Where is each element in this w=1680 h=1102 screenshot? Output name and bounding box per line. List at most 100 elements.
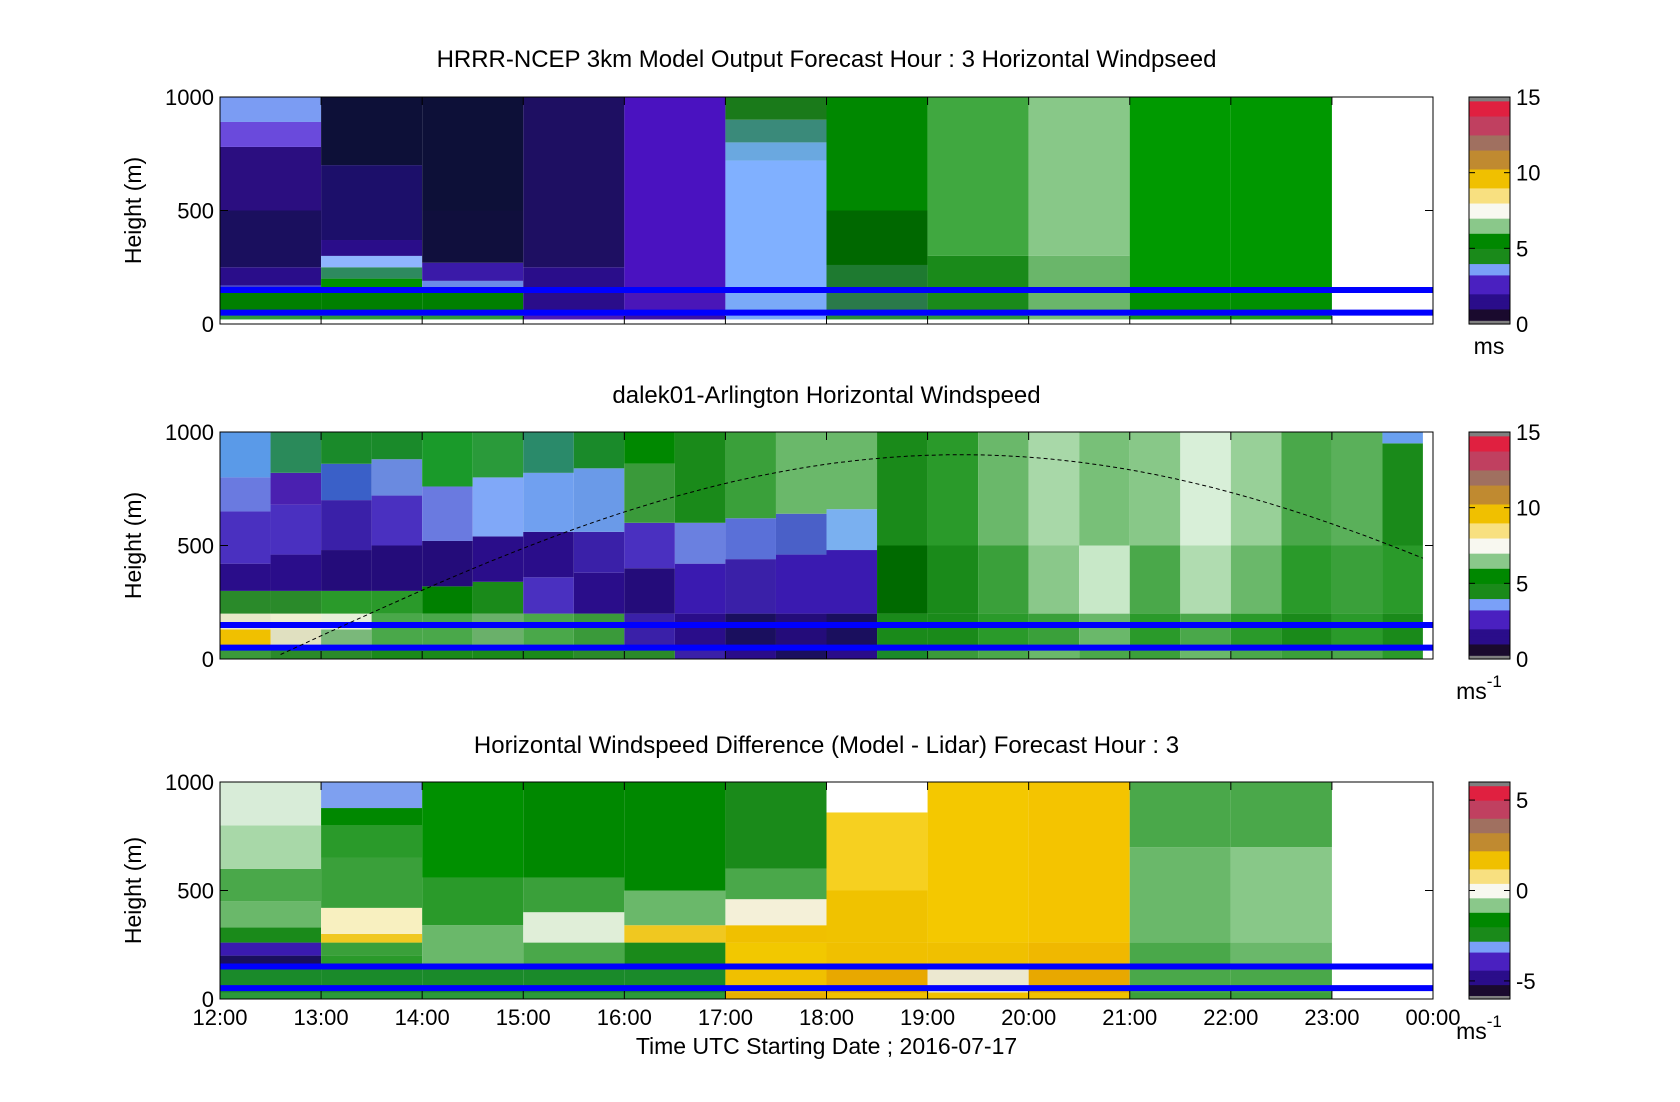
heatmap-cell: [1331, 432, 1383, 546]
colorbar-segment: [1469, 944, 1510, 949]
colorbar-segment: [1469, 172, 1510, 178]
heatmap-cell: [1180, 545, 1231, 614]
heatmap-cell: [523, 992, 625, 999]
heatmap-cell: [927, 613, 979, 646]
y-axis-label: Height (m): [120, 837, 146, 944]
colorbar-segment: [1469, 560, 1510, 566]
colorbar-segment: [1469, 655, 1510, 660]
heatmap-cell: [1129, 432, 1181, 546]
heatmap-cell: [674, 613, 726, 646]
heatmap-cell: [220, 927, 322, 943]
colorbar-segment: [1469, 829, 1510, 834]
heatmap-cell: [422, 925, 524, 969]
colorbar-segment: [1469, 553, 1510, 558]
colorbar-segment: [1469, 617, 1510, 622]
colorbar-segment: [1469, 522, 1510, 528]
heatmap-cell: [978, 545, 1029, 614]
heatmap-cell: [371, 432, 423, 460]
colorbar-unit-base: ms: [1474, 333, 1505, 359]
colorbar-segment: [1469, 549, 1510, 554]
colorbar-segment: [1469, 316, 1510, 321]
colorbar-segment: [1469, 973, 1510, 978]
heatmap-cell: [1230, 782, 1332, 848]
heatmap-cell: [725, 559, 776, 614]
colorbar-tick-label: 5: [1516, 236, 1528, 261]
colorbar-segment: [1469, 271, 1510, 276]
heatmap-cell: [725, 992, 827, 999]
colorbar-segment: [1469, 930, 1510, 935]
colorbar-segment: [1469, 636, 1510, 641]
colorbar-segment: [1469, 199, 1510, 204]
colorbar-segment: [1469, 782, 1510, 787]
heatmap-cell: [321, 808, 423, 826]
colorbar-segment: [1469, 966, 1510, 971]
heatmap-cell: [826, 890, 928, 943]
y-tick-label: 1000: [165, 420, 214, 445]
colorbar-segment: [1469, 843, 1510, 848]
heatmap-cell: [674, 522, 726, 564]
heatmap-cell: [270, 504, 322, 555]
colorbar-tick-label: 0: [1516, 312, 1528, 337]
colorbar-segment: [1469, 484, 1510, 490]
heatmap-cell: [1028, 432, 1080, 546]
colorbar-segment: [1469, 951, 1510, 957]
heatmap-cell: [422, 486, 473, 541]
colorbar-segment: [1469, 803, 1510, 808]
heatmap-cell: [624, 97, 726, 293]
colorbar-segment: [1469, 579, 1510, 584]
heatmap-cell: [371, 495, 423, 546]
x-tick-label: 23:00: [1304, 1005, 1359, 1030]
heatmap-cell: [775, 613, 827, 646]
colorbar-segment: [1469, 286, 1510, 291]
colorbar-segment: [1469, 142, 1510, 147]
colorbar-segment: [1469, 919, 1510, 924]
heatmap-cell: [826, 613, 878, 646]
heatmap-cell: [523, 292, 625, 312]
panel-title: Horizontal Windspeed Difference (Model -…: [474, 732, 1179, 759]
colorbar-segment: [1469, 108, 1510, 113]
colorbar-segment: [1469, 274, 1510, 280]
heatmap-cell: [220, 942, 322, 956]
colorbar-segment: [1469, 153, 1510, 159]
heatmap-cell: [1382, 432, 1423, 444]
colorbar-segment: [1469, 530, 1510, 535]
heatmap-cell: [1382, 613, 1423, 646]
heatmap-cell: [472, 536, 524, 582]
heatmap-cell: [1028, 97, 1130, 256]
colorbar-segment: [1469, 259, 1510, 265]
colorbar-segment: [1469, 796, 1510, 801]
colorbar-segment: [1469, 202, 1510, 208]
colorbar-segment: [1469, 857, 1510, 863]
colorbar-segment: [1469, 312, 1510, 318]
colorbar-segment: [1469, 789, 1510, 794]
heatmap-cell: [927, 292, 1029, 312]
x-tick-label: 16:00: [597, 1005, 652, 1030]
colorbar-segment: [1469, 988, 1510, 993]
heatmap-cell: [220, 629, 271, 646]
heatmap-cell: [826, 97, 928, 211]
colorbar-segment: [1469, 454, 1510, 460]
colorbar-segment: [1469, 97, 1510, 102]
colorbar-segment: [1469, 590, 1510, 596]
heatmap-cell: [1281, 545, 1332, 614]
colorbar-segment: [1469, 818, 1510, 823]
y-tick-label: 0: [202, 312, 214, 337]
heatmap-cell: [220, 782, 322, 826]
colorbar-segment: [1469, 526, 1510, 531]
colorbar-segment: [1469, 624, 1510, 630]
heatmap-cell: [523, 97, 625, 268]
heatmap-cell: [220, 901, 322, 928]
colorbar-segment: [1469, 157, 1510, 162]
colorbar-segment: [1469, 134, 1510, 140]
heatmap-cell: [321, 933, 423, 943]
colorbar-segment: [1469, 443, 1510, 448]
heatmap-cell: [422, 586, 473, 614]
heatmap-cell: [422, 432, 473, 487]
colorbar-segment: [1469, 500, 1510, 505]
colorbar-segment: [1469, 556, 1510, 562]
heatmap-cell: [1230, 992, 1332, 999]
x-tick-label: 15:00: [496, 1005, 551, 1030]
heatmap-cell: [523, 577, 574, 614]
panel-2: dalek01-Arlington Horizontal Windspeed 0 5…: [120, 382, 1540, 704]
colorbar-segment: [1469, 897, 1510, 902]
